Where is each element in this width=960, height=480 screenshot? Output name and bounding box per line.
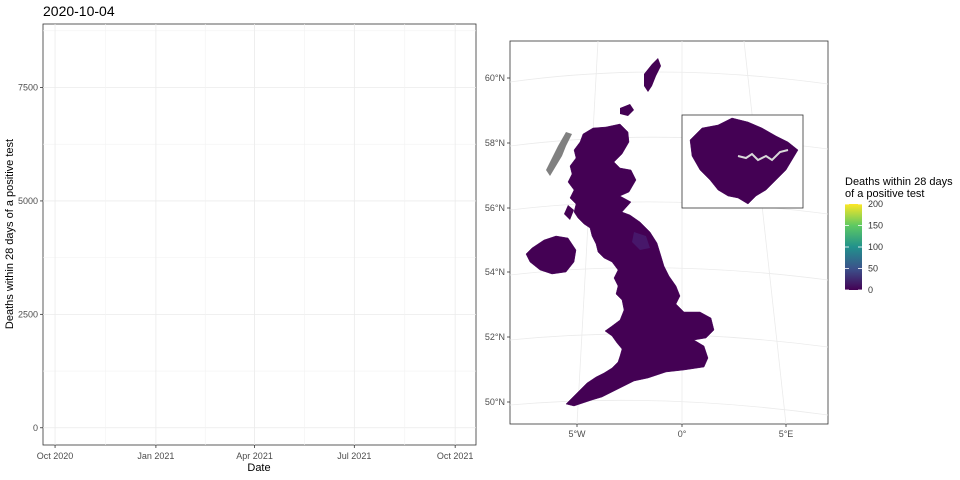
x-axis-title: Date xyxy=(247,462,270,474)
legend-tick-label: 150 xyxy=(868,221,883,231)
london-inset xyxy=(681,114,804,209)
legend-title-line1: Deaths within 28 days xyxy=(845,176,953,188)
x-tick-label: Jan 2021 xyxy=(137,451,174,461)
lat-label: 50°N xyxy=(485,397,505,407)
legend-ticks: 0 50 100 150 200 xyxy=(845,199,883,295)
legend-tick-label: 100 xyxy=(868,242,883,252)
lat-label: 56°N xyxy=(485,203,505,213)
x-tick-label: Jul 2021 xyxy=(337,451,371,461)
legend-tick-label: 200 xyxy=(868,199,883,209)
x-tick-label: Oct 2021 xyxy=(437,451,474,461)
outer-hebrides-no-data xyxy=(546,132,572,176)
colorbar-legend: Deaths within 28 days of a positive test… xyxy=(845,176,953,295)
plot-title: 2020-10-04 xyxy=(43,3,115,19)
x-axis-ticks: Oct 2020 Jan 2021 Apr 2021 Jul 2021 Oct 2021 xyxy=(37,445,474,461)
lat-label: 52°N xyxy=(485,332,505,342)
lat-label: 58°N xyxy=(485,138,505,148)
northern-ireland xyxy=(525,235,577,275)
y-tick-label: 0 xyxy=(33,423,38,433)
lon-label: 5°W xyxy=(568,429,586,439)
lon-label: 5°E xyxy=(779,429,794,439)
river-thames xyxy=(737,149,789,162)
longitude-labels: 5°W 0° 5°E xyxy=(568,424,793,439)
y-tick-label: 5000 xyxy=(18,196,38,206)
x-tick-label: Apr 2021 xyxy=(236,451,273,461)
lon-label: 0° xyxy=(678,429,687,439)
map-panel: 50°N 52°N 54°N 56°N 58°N 60°N 5°W 0° 5°E xyxy=(485,40,829,439)
great-britain-regions xyxy=(565,123,715,407)
legend-tick-label: 50 xyxy=(868,264,878,274)
scottish-isles xyxy=(564,205,574,220)
latitude-labels: 50°N 52°N 54°N 56°N 58°N 60°N xyxy=(485,73,510,407)
uk-map xyxy=(525,58,715,407)
lat-label: 60°N xyxy=(485,73,505,83)
timeseries-panel: 0 2500 5000 7500 Oct 2020 Jan 2021 Apr 2021 Ju… xyxy=(4,23,477,474)
london-boroughs xyxy=(689,117,799,205)
timeseries-grid xyxy=(43,24,476,445)
y-axis-ticks: 0 2500 5000 7500 xyxy=(18,83,43,433)
colorbar xyxy=(845,204,862,290)
legend-tick-label: 0 xyxy=(868,285,873,295)
panel-border xyxy=(42,23,477,446)
y-axis-title: Deaths within 28 days of a positive test xyxy=(4,139,16,329)
x-tick-label: Oct 2020 xyxy=(37,451,74,461)
shetland xyxy=(644,58,661,92)
orkney xyxy=(620,104,634,116)
northeast-region xyxy=(632,232,650,250)
y-tick-label: 7500 xyxy=(18,83,38,93)
lat-label: 54°N xyxy=(485,267,505,277)
y-tick-label: 2500 xyxy=(18,309,38,319)
legend-title-line2: of a positive test xyxy=(845,188,925,200)
